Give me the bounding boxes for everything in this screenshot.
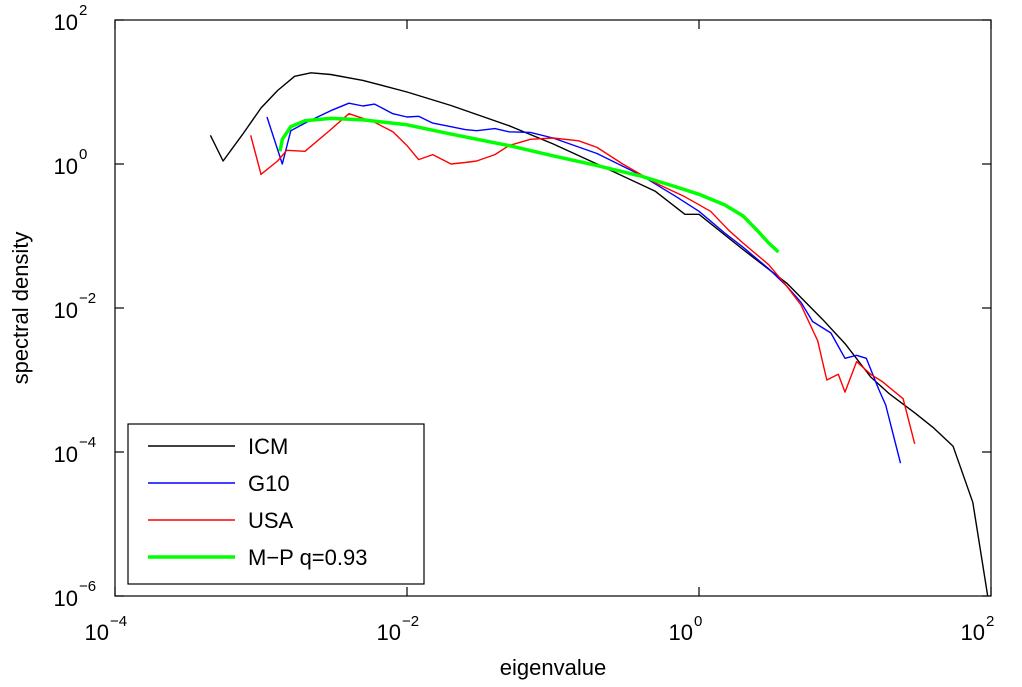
y-tick-label: 10 −6 <box>54 578 97 611</box>
y-tick-label: 10 0 <box>54 146 88 179</box>
x-tick-exponent: −2 <box>402 613 419 630</box>
legend-label: ICM <box>248 434 288 459</box>
x-tick-label: 10 0 <box>669 613 703 645</box>
y-tick-exponent: 0 <box>79 146 87 163</box>
x-tick-labels: 10 −4 10 −2 10 0 10 2 <box>85 613 995 645</box>
y-tick-base: 10 <box>54 586 78 611</box>
y-tick-exponent: −2 <box>79 290 96 307</box>
legend-entry: ICM <box>148 434 288 459</box>
series-layer <box>209 72 989 597</box>
y-tick-label: 10 −2 <box>54 290 97 323</box>
x-tick-base: 10 <box>961 620 985 645</box>
legend-label: USA <box>248 508 294 533</box>
y-tick-base: 10 <box>54 298 78 323</box>
x-tick-base: 10 <box>85 620 109 645</box>
legend-entry: M−P q=0.93 <box>148 545 367 570</box>
legend-entry: G10 <box>148 471 290 496</box>
x-tick-base: 10 <box>377 620 401 645</box>
y-tick-exponent: −4 <box>79 434 96 451</box>
legend: ICM G10 USA M−P q=0.93 <box>127 423 425 585</box>
plot-frame <box>114 19 992 597</box>
series-line-1 <box>209 72 989 597</box>
y-tick-exponent: −6 <box>79 578 96 595</box>
x-tick-label: 10 −2 <box>377 613 420 645</box>
y-tick-exponent: 2 <box>79 2 87 19</box>
y-tick-label: 10 2 <box>54 2 88 35</box>
x-tick-label: 10 2 <box>961 613 995 645</box>
y-tick-base: 10 <box>54 442 78 467</box>
x-axis-label: eigenvalue <box>500 655 606 680</box>
x-tick-exponent: −4 <box>110 613 127 630</box>
x-tick-exponent: 0 <box>694 613 702 630</box>
x-tick-base: 10 <box>669 620 693 645</box>
x-tick-label: 10 −4 <box>85 613 128 645</box>
y-tick-base: 10 <box>54 10 78 35</box>
series-line-4 <box>278 116 780 254</box>
series-line-3 <box>250 112 916 444</box>
legend-label: M−P q=0.93 <box>248 545 367 570</box>
x-tick-exponent: 2 <box>986 613 994 630</box>
y-tick-base: 10 <box>54 154 78 179</box>
legend-label: G10 <box>248 471 290 496</box>
y-axis-label: spectral density <box>8 232 33 385</box>
legend-entry: USA <box>148 508 294 533</box>
y-tick-label: 10 −4 <box>54 434 97 467</box>
series-line-2 <box>266 102 902 464</box>
